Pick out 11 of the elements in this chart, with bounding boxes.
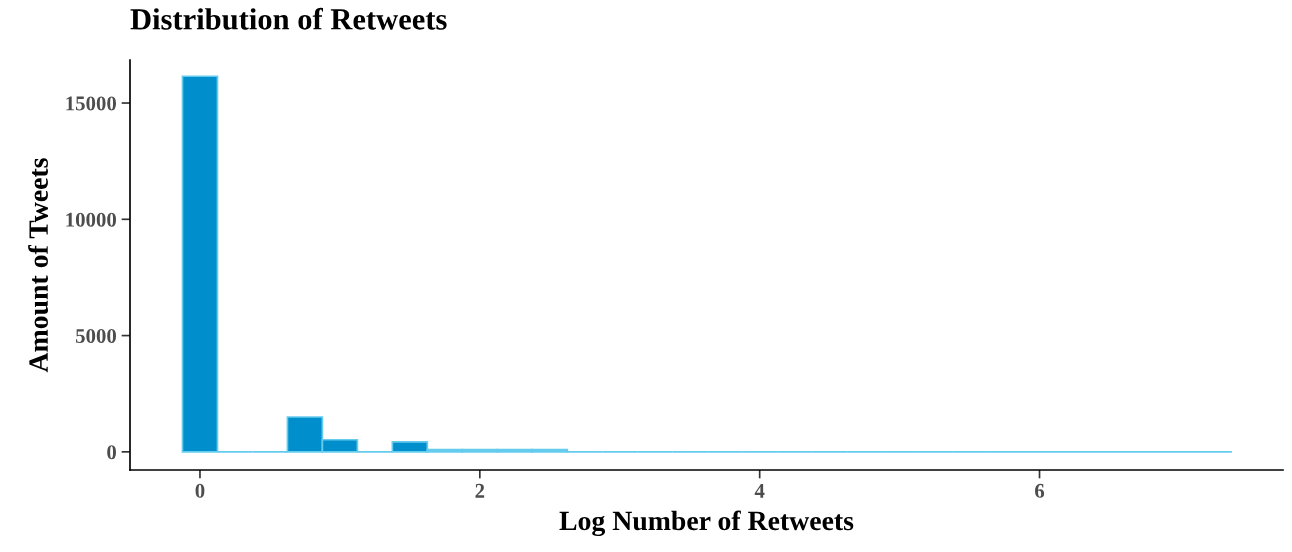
x-tick-label: 6: [1035, 483, 1045, 498]
x-tick-label: 4: [754, 483, 765, 498]
y-tick-label: 15000: [66, 96, 117, 111]
x-axis-title: Log Number of Retweets: [559, 510, 854, 537]
y-axis-title: Amount of Tweets: [28, 158, 49, 373]
chart-title: Distribution of Retweets: [130, 7, 447, 30]
x-tick-label: 2: [475, 483, 485, 498]
y-tick-label: 10000: [66, 212, 117, 227]
y-tick-label: 0: [107, 445, 117, 460]
x-tick-label: 0: [195, 483, 205, 498]
y-tick-label: 5000: [75, 328, 117, 344]
